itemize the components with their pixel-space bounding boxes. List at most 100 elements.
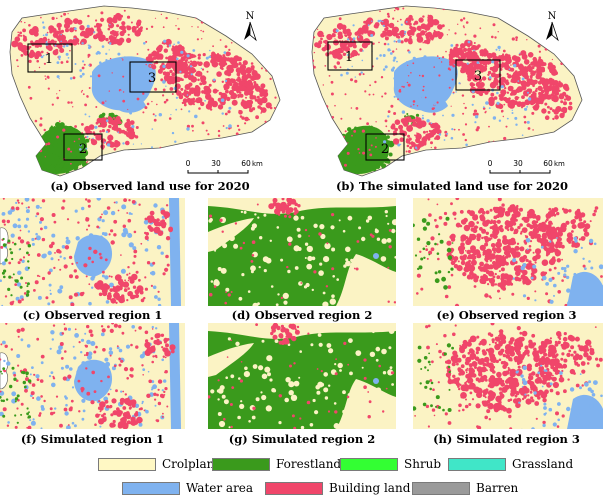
settlement-speck xyxy=(488,63,490,65)
region-box-label-1: 1 xyxy=(345,50,353,65)
water-speck xyxy=(417,103,419,105)
cropland-speck xyxy=(261,339,265,343)
urban-cluster xyxy=(270,331,274,336)
settlement-speck xyxy=(40,144,44,148)
urban-cluster xyxy=(254,76,258,81)
urban-cluster xyxy=(519,246,525,252)
water-speck xyxy=(49,292,52,295)
settlement-speck xyxy=(84,344,87,347)
water-speck xyxy=(154,114,157,117)
settlement-speck xyxy=(113,364,117,368)
region-map-simulated-1 xyxy=(0,323,185,429)
settlement-speck xyxy=(449,68,452,71)
cropland-speck xyxy=(372,330,375,334)
settlement-speck xyxy=(479,227,483,230)
water-speck xyxy=(566,406,571,412)
cropland-speck xyxy=(251,415,256,420)
settlement-speck xyxy=(575,353,580,358)
water-area xyxy=(567,271,603,306)
forest-speck xyxy=(9,384,13,389)
cropland-speck xyxy=(240,400,243,403)
settlement-speck xyxy=(546,233,550,237)
water-speck xyxy=(91,274,96,279)
urban-cluster xyxy=(462,272,467,277)
settlement-speck xyxy=(193,12,196,15)
water-speck xyxy=(574,283,577,285)
settlement-speck xyxy=(26,241,30,245)
settlement-speck xyxy=(397,20,399,23)
forest-speck xyxy=(7,239,11,243)
water-speck xyxy=(384,65,388,69)
settlement-speck xyxy=(375,137,377,139)
settlement-speck xyxy=(240,43,243,46)
settlement-speck xyxy=(107,27,111,31)
urban-cluster xyxy=(237,76,241,80)
urban-cluster xyxy=(188,100,194,106)
urban-cluster xyxy=(467,360,470,363)
settlement-speck xyxy=(51,300,55,304)
water-speck xyxy=(430,78,435,82)
urban-cluster xyxy=(101,129,105,133)
settlement-speck xyxy=(432,112,436,116)
settlement-speck xyxy=(458,372,462,376)
settlement-speck xyxy=(122,224,127,228)
water-speck xyxy=(153,77,156,80)
settlement-speck xyxy=(330,92,334,96)
urban-cluster xyxy=(476,366,483,373)
settlement-speck xyxy=(84,354,86,357)
water-speck xyxy=(204,99,207,102)
settlement-speck xyxy=(13,373,17,377)
urban-cluster xyxy=(152,355,155,358)
urban-cluster xyxy=(453,256,459,261)
water-speck xyxy=(579,386,582,390)
water-speck xyxy=(392,66,395,70)
water-speck xyxy=(143,219,149,225)
urban-cluster xyxy=(127,287,130,290)
urban-cluster xyxy=(153,221,160,227)
urban-cluster xyxy=(244,90,249,96)
settlement-speck xyxy=(17,13,20,16)
settlement-speck xyxy=(463,102,465,105)
settlement-speck xyxy=(492,23,496,27)
settlement-speck xyxy=(387,300,390,303)
settlement-speck xyxy=(72,76,76,80)
settlement-speck xyxy=(293,212,297,216)
urban-cluster xyxy=(123,398,131,405)
settlement-speck xyxy=(189,144,193,148)
settlement-speck xyxy=(392,50,395,53)
urban-cluster xyxy=(559,334,562,337)
urban-cluster xyxy=(490,243,496,248)
settlement-speck xyxy=(262,11,266,15)
settlement-speck xyxy=(532,129,534,131)
forest-speck xyxy=(19,248,22,250)
water-speck xyxy=(186,94,189,96)
urban-cluster xyxy=(275,205,279,209)
settlement-speck xyxy=(33,373,36,376)
urban-cluster xyxy=(318,40,323,45)
settlement-speck xyxy=(39,412,42,415)
settlement-speck xyxy=(327,410,331,413)
urban-cluster xyxy=(281,198,285,201)
water-speck xyxy=(47,302,51,306)
settlement-speck xyxy=(262,145,265,149)
settlement-speck xyxy=(85,198,88,201)
forest-speck xyxy=(5,398,9,401)
settlement-speck xyxy=(425,325,429,329)
settlement-speck xyxy=(242,241,246,245)
settlement-speck xyxy=(93,350,97,354)
settlement-speck xyxy=(228,48,231,52)
settlement-speck xyxy=(68,295,73,300)
urban-cluster xyxy=(589,220,592,223)
urban-cluster xyxy=(66,41,69,44)
settlement-speck xyxy=(422,89,425,92)
urban-cluster xyxy=(79,25,85,31)
legend-label-building: Building land xyxy=(329,481,411,495)
cropland-speck xyxy=(322,291,326,295)
settlement-speck xyxy=(515,38,518,42)
settlement-speck xyxy=(543,359,546,362)
urban-cluster xyxy=(498,94,502,98)
water-speck xyxy=(527,91,529,94)
urban-cluster xyxy=(140,287,144,291)
cropland-speck xyxy=(328,384,331,387)
urban-cluster xyxy=(473,275,477,279)
